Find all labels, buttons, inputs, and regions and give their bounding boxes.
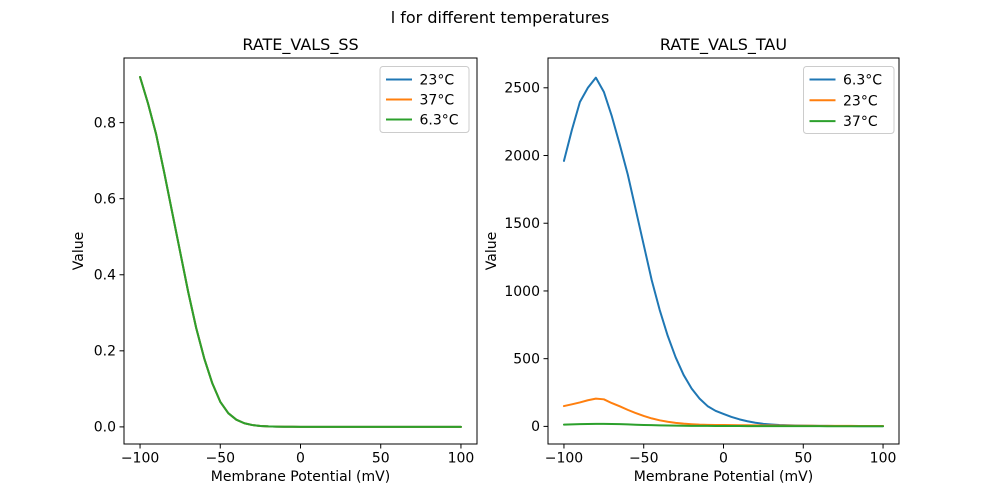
subplot-ss-title: RATE_VALS_SS bbox=[242, 35, 359, 54]
axes-frame bbox=[123, 57, 478, 445]
x-tick-label: 50 bbox=[372, 451, 390, 467]
x-tick-label: −50 bbox=[629, 451, 659, 467]
legend-entry-label: 23°C bbox=[843, 93, 878, 109]
x-tick-label: 100 bbox=[448, 451, 475, 467]
y-tick-label: 0.8 bbox=[94, 115, 116, 131]
legend-entry-label: 37°C bbox=[843, 114, 878, 130]
axes-frame bbox=[547, 57, 900, 445]
legend-entry-label: 37°C bbox=[420, 93, 455, 109]
legend-entry-label: 6.3°C bbox=[843, 73, 882, 89]
y-tick-label: 1000 bbox=[504, 284, 540, 300]
subplot-tau-axes: −100 −50 0 50 100050010001500200025006.3°C23… bbox=[504, 57, 900, 467]
legend-box bbox=[379, 66, 470, 133]
y-tick-label: 0.4 bbox=[94, 268, 116, 284]
series-line-23cc bbox=[562, 397, 885, 428]
series-line-6.3cc bbox=[139, 76, 462, 428]
x-tick-label: −50 bbox=[205, 451, 235, 467]
x-tick-label: 0 bbox=[719, 451, 728, 467]
legend-box bbox=[803, 66, 895, 134]
subplot-tau-title: RATE_VALS_TAU bbox=[659, 35, 788, 54]
x-tick-label: 100 bbox=[870, 451, 897, 467]
y-tick-label: 1500 bbox=[504, 216, 540, 232]
subplot-tau-xlabel: Membrane Potential (mV) bbox=[633, 469, 814, 485]
figure-suptitle: l for different temperatures bbox=[390, 8, 610, 27]
y-tick-label: 0.0 bbox=[94, 420, 116, 436]
y-tick-label: 2000 bbox=[504, 148, 540, 164]
subplot-ss-xlabel: Membrane Potential (mV) bbox=[210, 469, 391, 485]
y-tick-label: 2500 bbox=[504, 81, 540, 97]
x-tick-label: −100 bbox=[121, 451, 159, 467]
y-tick-label: 500 bbox=[513, 351, 540, 367]
y-tick-label: 0.2 bbox=[94, 344, 116, 360]
legend-entry-label: 6.3°C bbox=[420, 113, 459, 129]
x-tick-label: 50 bbox=[794, 451, 812, 467]
x-tick-label: 0 bbox=[296, 451, 305, 467]
x-tick-label: −100 bbox=[545, 451, 583, 467]
legend-entry-label: 23°C bbox=[420, 73, 455, 89]
y-tick-label: 0 bbox=[531, 419, 540, 435]
y-tick-label: 0.6 bbox=[94, 192, 116, 208]
series-line-37cc bbox=[562, 422, 885, 428]
subplot-ss-axes: −100 −50 0 50 100 0.0 0.2 0.4 0.6 0.8 23°C 37°C 6.3°… bbox=[94, 57, 478, 467]
